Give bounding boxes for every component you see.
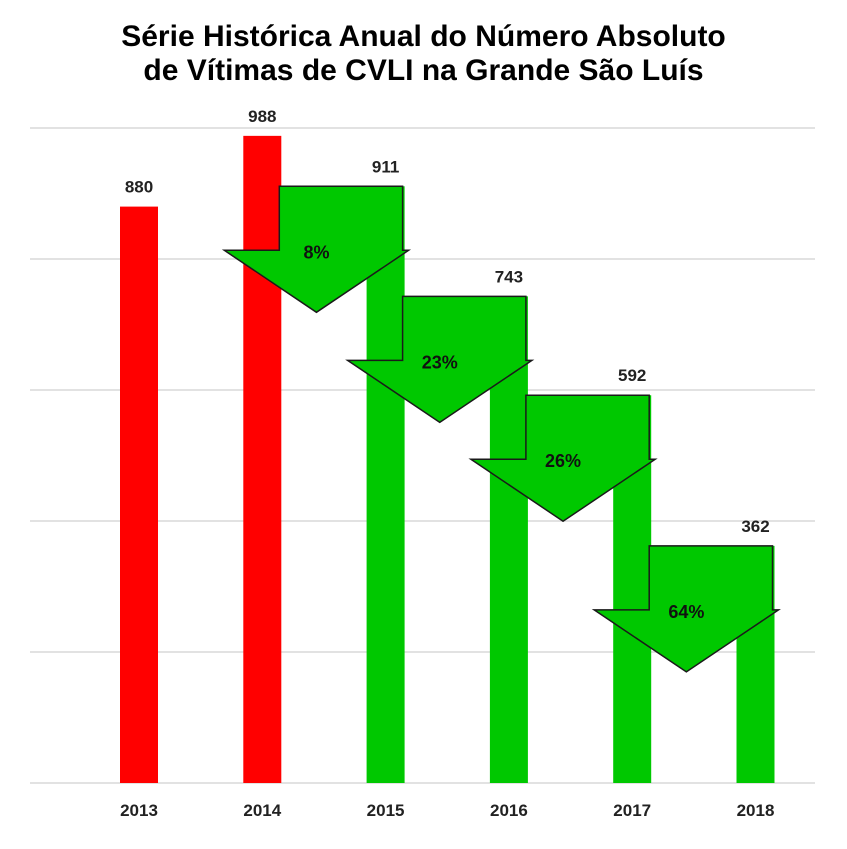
x-tick-label-2015: 2015 <box>367 801 405 820</box>
reduction-label-2016: 23% <box>422 352 458 372</box>
chart-title-line-2: de Vítimas de CVLI na Grande São Luís <box>143 54 704 87</box>
reduction-arrow-2016 <box>345 295 535 424</box>
x-tick-label-2014: 2014 <box>243 801 281 820</box>
data-label-2014: 988 <box>248 107 276 126</box>
x-tick-label-2017: 2017 <box>613 801 651 820</box>
bar-2014 <box>243 135 282 784</box>
reduction-label-2015: 8% <box>303 242 329 262</box>
x-tick-label-2018: 2018 <box>737 801 775 820</box>
data-label-2013: 880 <box>125 178 153 197</box>
reduction-arrow-2018 <box>591 545 781 673</box>
data-label-2017: 592 <box>618 366 646 385</box>
reduction-arrow-2015 <box>221 185 412 314</box>
chart-title: Série Histórica Anual do Número Absoluto… <box>0 20 847 88</box>
reduction-label-2018: 64% <box>668 602 704 622</box>
data-label-2015: 911 <box>372 157 399 176</box>
x-tick-label-2013: 2013 <box>120 801 158 820</box>
bar-2013 <box>120 206 158 784</box>
data-label-2016: 743 <box>495 267 523 286</box>
bar-2015 <box>366 186 405 784</box>
reduction-label-2017: 26% <box>545 451 581 471</box>
chart-title-line-1: Série Histórica Anual do Número Absoluto <box>121 20 726 53</box>
reduction-arrow-2017 <box>468 394 658 523</box>
x-tick-label-2016: 2016 <box>490 801 528 820</box>
data-label-2018: 362 <box>741 517 769 536</box>
